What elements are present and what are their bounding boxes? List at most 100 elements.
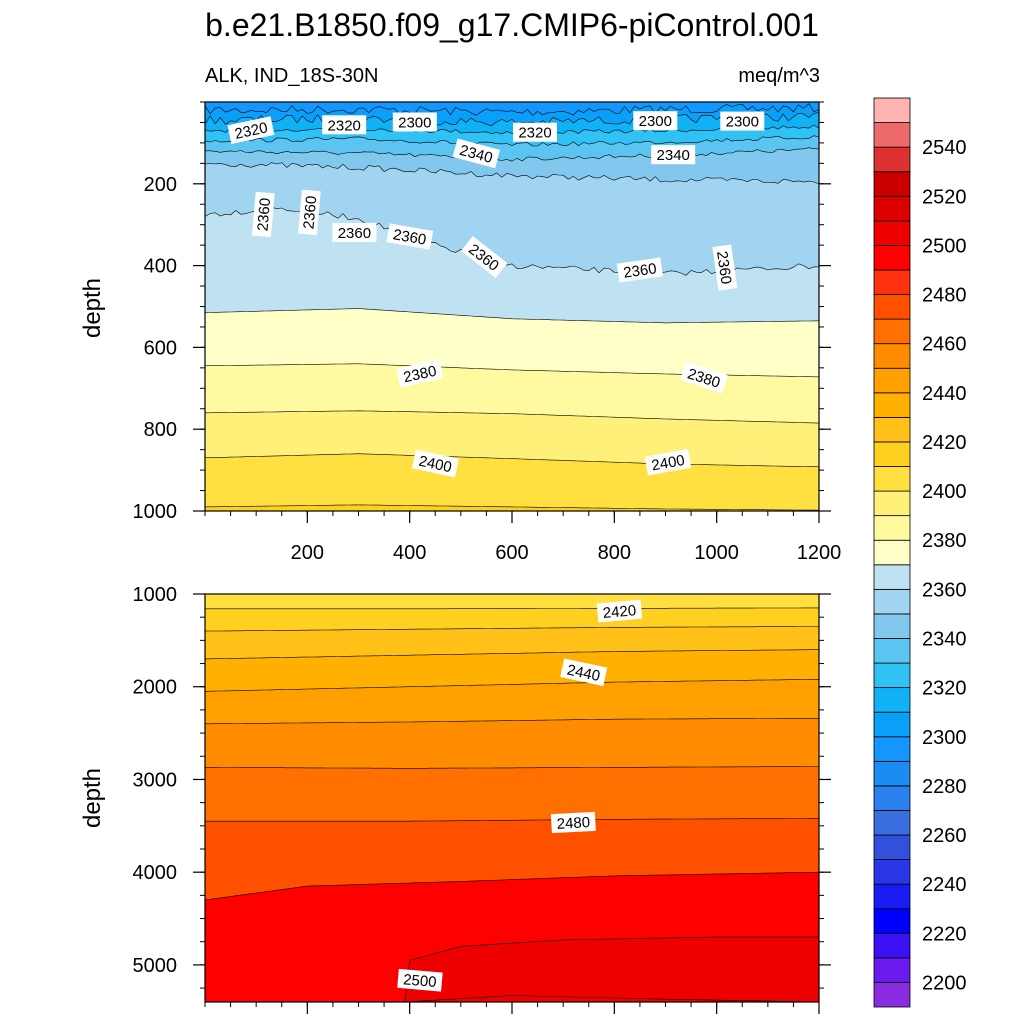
colorbar-box	[873, 195, 911, 222]
contour-line	[205, 818, 819, 822]
y-tick-label: 400	[144, 256, 177, 278]
lower-contour-panel: 2420 2440 2480 2500 1000 2000 3000 4000 5000	[133, 584, 831, 1014]
contour-line	[205, 766, 819, 769]
colorbar-box	[873, 957, 911, 983]
upper-contour-panel: 2320 2320 2300 2320 2300 2300 2340 2340 2360 2360…	[133, 101, 842, 564]
colorbar-tick-label: 2500	[922, 235, 967, 257]
colorbar-tick-label: 2200	[922, 972, 967, 994]
contour-label-text: 2480	[556, 814, 590, 833]
colorbar-box	[873, 416, 911, 443]
colorbar-tick-label: 2300	[922, 727, 967, 749]
contour-band	[404, 936, 819, 1002]
colorbar-box	[873, 859, 911, 885]
x-tick-label: 400	[393, 542, 426, 564]
contour-label-box	[550, 811, 596, 834]
y-tick-label: 2000	[133, 677, 178, 699]
contour-line	[205, 410, 819, 424]
colorbar-box	[873, 294, 911, 320]
colorbar-box	[873, 97, 911, 123]
contour-label-box	[720, 111, 765, 131]
contour-label-box	[227, 116, 275, 144]
contour-line	[205, 308, 819, 324]
colorbar-box	[873, 982, 911, 1008]
colorbar-tick-label: 2400	[922, 481, 967, 503]
contour-label-text: 2340	[657, 147, 690, 164]
y-tick-label: 5000	[133, 955, 178, 977]
colorbar-tick-label: 2420	[922, 432, 967, 454]
contour-label-box	[386, 223, 434, 250]
contour-band	[205, 102, 819, 116]
contour-label: 2300	[633, 111, 678, 131]
y-tick-label: 600	[144, 337, 177, 359]
colorbar-tick-label: 2440	[922, 383, 967, 405]
contour-label: 2400	[411, 449, 459, 478]
contour-label-box	[712, 244, 738, 291]
contour-label: 2320	[513, 122, 557, 142]
colorbar-box	[873, 441, 911, 467]
contour-label: 2420	[596, 599, 643, 623]
y-tick-label: 800	[144, 419, 177, 441]
contour-line	[205, 607, 819, 610]
contour-label: 2360	[616, 257, 663, 283]
colorbar-box	[873, 932, 911, 959]
x-tick-label: 1200	[797, 542, 842, 564]
contour-label-box	[644, 449, 692, 476]
x-tick-label: 600	[495, 542, 528, 564]
colorbar-tick-label: 2360	[922, 579, 967, 601]
contour-label-text: 2360	[300, 195, 320, 230]
contour-line	[205, 147, 819, 162]
colorbar-box	[873, 662, 911, 689]
contour-label-text: 2360	[338, 225, 371, 242]
x-tick-label: 200	[291, 542, 324, 564]
contour-label-text: 2320	[328, 117, 361, 134]
colorbar-tick-label: 2540	[922, 137, 967, 159]
contour-label-text: 2320	[518, 125, 551, 142]
colorbar-box	[873, 146, 911, 173]
colorbar-box	[873, 171, 911, 197]
contour-label-box	[513, 122, 557, 142]
y-tick-label: 200	[144, 174, 177, 196]
contour-label-box	[411, 449, 459, 478]
contour-label-text: 2320	[233, 119, 269, 143]
colorbar-box	[873, 490, 911, 517]
y-tick-label: 1000	[133, 501, 178, 523]
contour-label-text: 2380	[402, 363, 438, 387]
colorbar-box	[873, 220, 911, 246]
colorbar-tick-label: 2220	[922, 923, 967, 945]
contour-label-text: 2400	[417, 453, 453, 477]
x-tick-label: 1000	[694, 542, 739, 564]
colorbar-box	[873, 269, 911, 295]
contour-label: 2380	[396, 359, 444, 388]
contour-label: 2320	[322, 115, 367, 135]
contour-line	[205, 626, 819, 632]
contour-line	[205, 649, 819, 660]
contour-band	[205, 594, 819, 609]
contour-label-text: 2440	[565, 662, 601, 686]
contour-line	[205, 103, 819, 116]
colorbar-box	[873, 466, 911, 492]
contour-line	[205, 124, 819, 135]
contour-label: 2340	[651, 145, 696, 165]
contour-label: 2300	[392, 112, 437, 132]
contour-line	[205, 135, 819, 147]
contour-label: 2360	[712, 244, 738, 291]
contour-label-box	[651, 145, 696, 165]
contour-fills	[205, 102, 819, 511]
units-label: meq/m^3	[738, 65, 820, 87]
contour-label-text: 2300	[726, 114, 759, 131]
colorbar-box	[873, 785, 911, 811]
contour-label-box	[322, 115, 367, 135]
y-tick-label: 3000	[133, 769, 178, 791]
colorbar-tick-label: 2460	[922, 334, 967, 356]
contour-label: 2360	[298, 189, 321, 236]
contour-label: 2440	[560, 658, 608, 687]
contour-label: 2500	[397, 968, 443, 992]
figure-title: b.e21.B1850.f09_g17.CMIP6-piControl.001	[205, 7, 819, 43]
contour-label-text: 2360	[254, 197, 274, 232]
colorbar-box	[873, 318, 911, 345]
colorbar-box	[873, 883, 911, 910]
y-tick-label: 1000	[133, 584, 178, 606]
contour-label-box	[452, 138, 501, 169]
colorbar-tick-label: 2340	[922, 629, 967, 651]
colorbar-box	[873, 908, 911, 934]
